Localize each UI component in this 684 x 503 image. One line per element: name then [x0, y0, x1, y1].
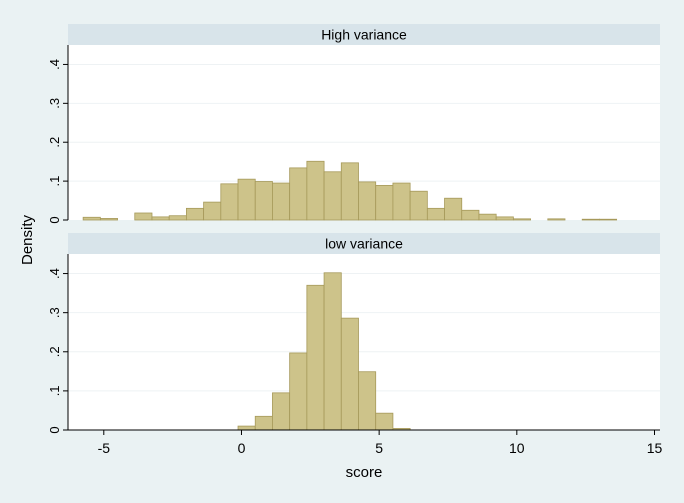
- histogram-bar: [358, 371, 377, 431]
- y-tick-label: .2: [47, 137, 62, 148]
- histogram-bar: [478, 213, 497, 221]
- y-axis-title: Density: [19, 214, 36, 265]
- histogram-bar: [82, 216, 101, 221]
- x-tick-label: 15: [647, 440, 663, 456]
- histogram-bar: [237, 178, 256, 221]
- histogram-bar: [237, 425, 256, 431]
- histogram-bar: [426, 207, 445, 221]
- histogram-bar: [272, 392, 291, 431]
- histogram-bar: [495, 216, 514, 221]
- histogram-bar: [340, 317, 359, 431]
- histogram-bar: [392, 182, 411, 221]
- histogram-bar: [99, 218, 118, 221]
- histogram-bar: [289, 167, 308, 221]
- panel-title: High variance: [321, 27, 407, 43]
- histogram-bar: [409, 190, 428, 221]
- histogram-bar: [461, 209, 480, 221]
- y-tick-label: 0: [47, 216, 62, 223]
- y-tick-label: .2: [47, 346, 62, 357]
- histogram-bar: [581, 218, 600, 221]
- histogram-bar: [289, 352, 308, 431]
- x-axis-title: score: [346, 464, 383, 481]
- panel-strip: [68, 24, 660, 45]
- histogram-bar: [254, 181, 273, 221]
- histogram-bar: [272, 182, 291, 221]
- y-tick-label: .1: [47, 385, 62, 396]
- x-tick-label: 5: [375, 440, 383, 456]
- histogram-bar: [340, 162, 359, 221]
- histogram-bar: [375, 184, 394, 221]
- histogram-bar: [358, 181, 377, 221]
- histogram-bar: [168, 215, 187, 221]
- histogram-bar: [134, 212, 153, 221]
- histogram-bar: [547, 218, 566, 221]
- histogram-bar: [185, 207, 205, 221]
- histogram-bar: [323, 272, 342, 431]
- histogram-bar: [306, 284, 325, 431]
- histogram-bar: [512, 218, 531, 221]
- y-tick-label: .1: [47, 176, 62, 187]
- panel-title: low variance: [325, 236, 403, 252]
- histogram-bar: [323, 171, 342, 221]
- y-tick-label: .3: [47, 307, 62, 318]
- x-tick-label: 10: [509, 440, 525, 456]
- histogram-bar: [599, 218, 618, 221]
- y-tick-label: .4: [47, 268, 62, 279]
- x-tick-label: 0: [238, 440, 246, 456]
- y-tick-label: 0: [47, 426, 62, 433]
- panel-strip: [68, 233, 660, 254]
- histogram-bar: [254, 415, 273, 431]
- histogram-bar: [306, 160, 325, 221]
- histogram-bar: [203, 201, 222, 221]
- histogram-bar: [151, 216, 170, 221]
- y-tick-label: .3: [47, 98, 62, 109]
- histogram-bar: [375, 412, 394, 431]
- histogram-bar: [220, 183, 239, 221]
- x-tick-label: -5: [98, 440, 111, 456]
- y-tick-label: .4: [47, 59, 62, 70]
- histogram-bar: [444, 197, 463, 221]
